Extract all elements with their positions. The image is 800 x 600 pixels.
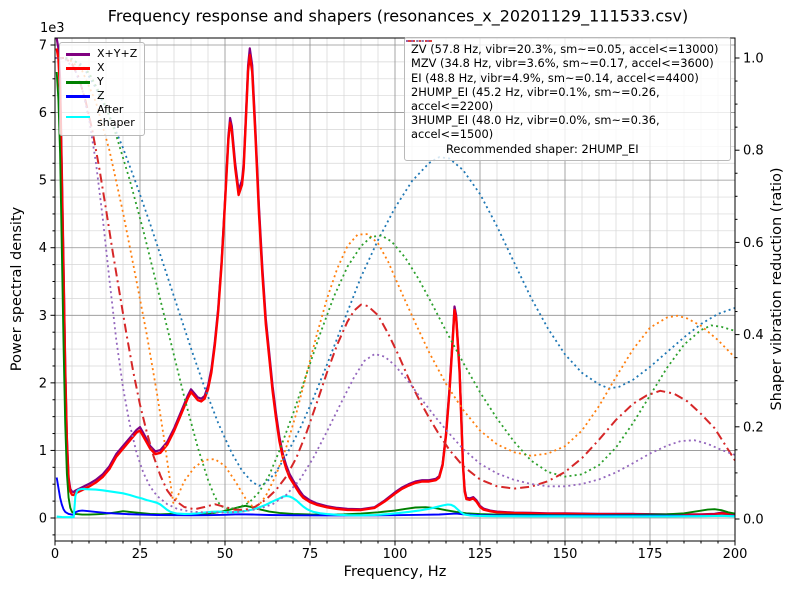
legend-item-mzv: MZV (34.8 Hz, vibr=3.6%, sm~=0.17, accel… — [406, 40, 723, 71]
series-group — [55, 38, 735, 519]
svg-text:6: 6 — [39, 106, 47, 121]
y-right-axis-label: Shaper vibration reduction (ratio) — [769, 167, 785, 411]
legend-item-label: EI (48.8 Hz, vibr=4.9%, sm~=0.14, accel<… — [411, 70, 699, 85]
legend-item-label: X+Y+Z — [97, 47, 138, 60]
legend-item-label: X — [97, 60, 105, 74]
legend-shapers: ZV (57.8 Hz, vibr=20.3%, sm~=0.05, accel… — [404, 37, 731, 162]
legend-line-swatch — [66, 53, 90, 56]
chart-title: Frequency response and shapers (resonanc… — [107, 6, 689, 26]
tick-marks — [50, 44, 740, 546]
legend-item-label: Z — [97, 88, 105, 102]
svg-text:125: 125 — [468, 547, 493, 562]
svg-text:0.8: 0.8 — [743, 144, 764, 159]
series-EI — [55, 57, 735, 510]
svg-text:0.2: 0.2 — [743, 420, 764, 435]
legend-item-z: Z — [66, 88, 137, 103]
series-3HUMP_EI — [55, 57, 735, 514]
legend-psd: X+Y+Z X Y Z After shaper — [59, 42, 146, 136]
series-2HUMP_EI — [55, 57, 735, 511]
svg-text:1: 1 — [39, 444, 47, 459]
svg-text:0.0: 0.0 — [743, 513, 764, 528]
legend-item-y: Y — [66, 74, 137, 89]
legend-item-2hump_ei: 2HUMP_EI (45.2 Hz, vibr=0.1%, sm~=0.26, … — [406, 40, 723, 113]
tick-labels: 0 25 50 75 100 125 150 175 200 0 1 2 3 4 5 6 7 0.0 0.2 0.4 0… — [39, 39, 764, 562]
legend-line-swatch — [66, 67, 90, 70]
svg-text:0.4: 0.4 — [743, 328, 764, 343]
svg-text:4: 4 — [39, 241, 47, 256]
legend-line-swatch — [66, 95, 90, 98]
legend-item-label: Y — [97, 74, 104, 88]
legend-item-3hump_ei: 3HUMP_EI (48.0 Hz, vibr=0.0%, sm~=0.36, … — [406, 40, 723, 141]
svg-text:200: 200 — [723, 547, 748, 562]
svg-text:2: 2 — [39, 376, 47, 391]
svg-text:100: 100 — [383, 547, 408, 562]
svg-text:0.6: 0.6 — [743, 236, 764, 251]
y-left-axis-label: Power spectral density — [9, 206, 25, 372]
svg-text:50: 50 — [217, 547, 234, 562]
legend-shaper-items: ZV (57.8 Hz, vibr=20.3%, sm~=0.05, accel… — [406, 40, 723, 141]
legend-item-x: X — [66, 60, 137, 75]
svg-text:3: 3 — [39, 309, 47, 324]
legend-item-zv: ZV (57.8 Hz, vibr=20.3%, sm~=0.05, accel… — [406, 40, 723, 56]
x-axis-label: Frequency, Hz — [343, 564, 447, 580]
svg-text:25: 25 — [132, 547, 149, 562]
legend-item-ei: EI (48.8 Hz, vibr=4.9%, sm~=0.14, accel<… — [406, 40, 723, 85]
legend-item-aftershaper: After shaper — [66, 102, 137, 130]
y-axis-offset-label: 1e3 — [40, 21, 65, 36]
legend-item-x+y+z: X+Y+Z — [66, 47, 138, 61]
svg-text:0: 0 — [39, 512, 47, 527]
svg-text:1.0: 1.0 — [743, 52, 764, 67]
legend-item-label: 2HUMP_EI (45.2 Hz, vibr=0.1%, sm~=0.26, … — [411, 85, 660, 113]
svg-text:0: 0 — [51, 547, 59, 562]
legend-item-label: ZV (57.8 Hz, vibr=20.3%, sm~=0.05, accel… — [411, 42, 719, 56]
legend-item-label: MZV (34.8 Hz, vibr=3.6%, sm~=0.17, accel… — [411, 56, 714, 71]
svg-text:150: 150 — [553, 547, 578, 562]
svg-text:5: 5 — [39, 174, 47, 189]
svg-text:7: 7 — [39, 39, 47, 54]
recommended-shaper-note: Recommended shaper: 2HUMP_EI — [446, 142, 639, 157]
legend-psd-items: X+Y+Z X Y Z After shaper — [66, 47, 138, 130]
legend-line-swatch — [66, 81, 90, 84]
series-X — [55, 48, 735, 516]
legend-line-swatch — [66, 115, 90, 119]
legend-item-label: 3HUMP_EI (48.0 Hz, vibr=0.0%, sm~=0.36, … — [411, 113, 660, 141]
legend-item-label: After shaper — [97, 102, 135, 129]
legend-line-swatch — [406, 40, 432, 42]
svg-text:75: 75 — [302, 547, 319, 562]
series-After-shaper — [56, 487, 735, 519]
svg-text:175: 175 — [638, 547, 663, 562]
